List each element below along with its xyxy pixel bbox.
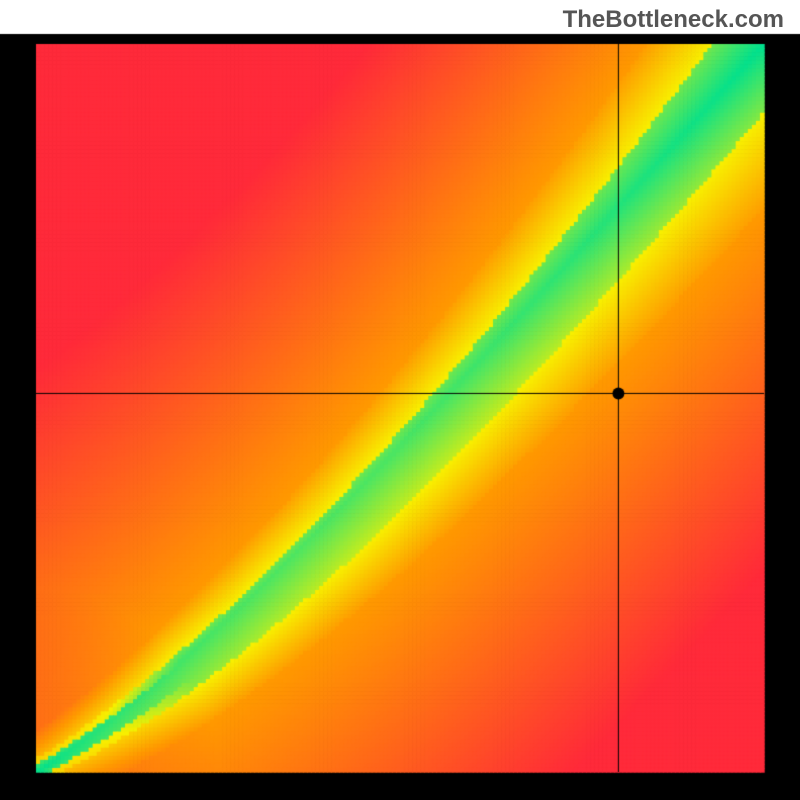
heatmap-canvas	[0, 0, 800, 800]
watermark-text: TheBottleneck.com	[563, 6, 784, 34]
chart-container: TheBottleneck.com	[0, 0, 800, 800]
